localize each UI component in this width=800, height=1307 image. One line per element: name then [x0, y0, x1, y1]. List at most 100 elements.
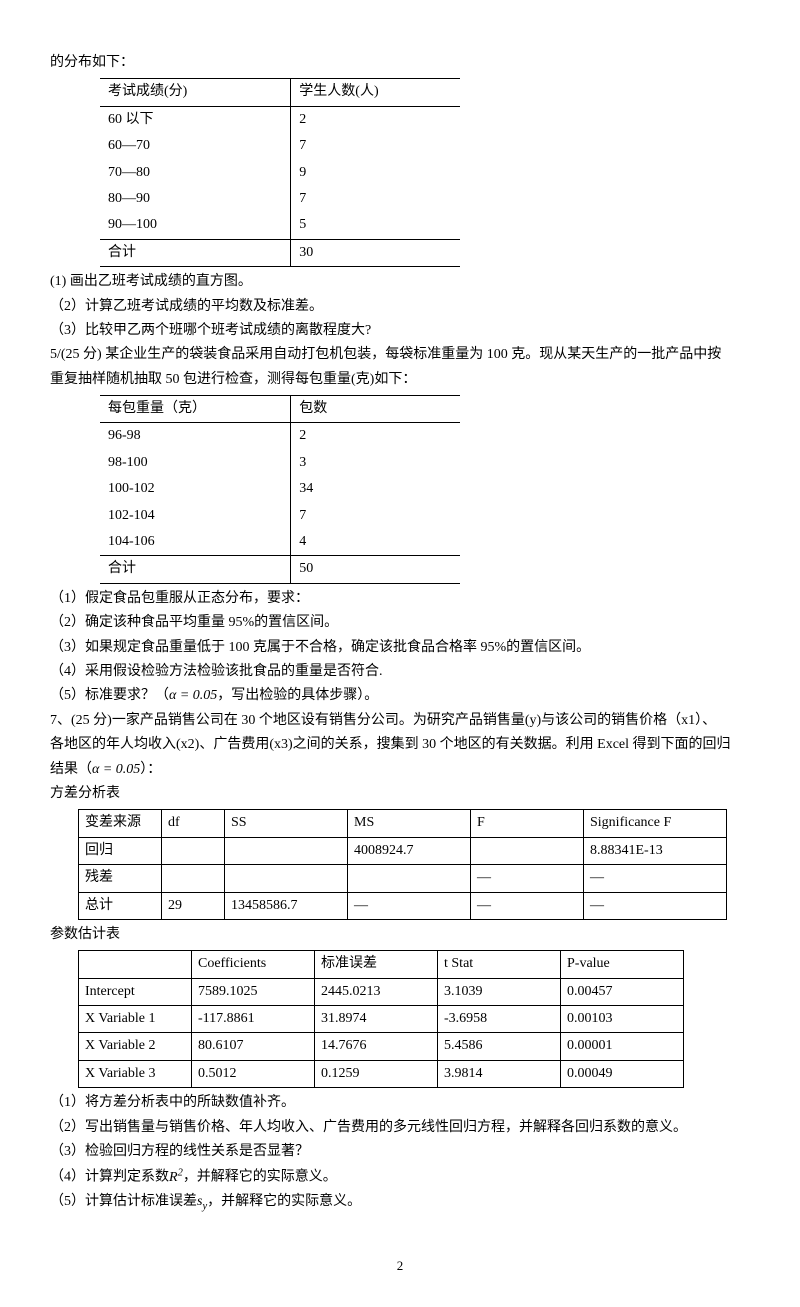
an-r2c0: 总计 — [79, 892, 162, 919]
an-r1c3 — [348, 865, 471, 892]
pm-r2c1: 80.6107 — [192, 1033, 315, 1060]
t2-r5c0: 合计 — [100, 556, 291, 583]
t1-r3c0: 80—90 — [100, 186, 291, 212]
an-h0: 变差来源 — [79, 810, 162, 837]
q7-2: （2）写出销售量与销售价格、年人均收入、广告费用的多元线性回归方程，并解释各回归… — [50, 1117, 750, 1139]
t1-r4c0: 90—100 — [100, 212, 291, 239]
pm-r0c2: 2445.0213 — [315, 978, 438, 1005]
q7-intro3: 结果（α = 0.05）： — [50, 759, 750, 781]
an-h1: df — [162, 810, 225, 837]
an-r1c2 — [225, 865, 348, 892]
an-r1c4: — — [471, 865, 584, 892]
pm-r1c0: X Variable 1 — [79, 1006, 192, 1033]
t2-r2c1: 34 — [291, 476, 460, 502]
q7-5a: （5）计算估计标准误差 — [50, 1194, 197, 1209]
pm-r0c4: 0.00457 — [561, 978, 684, 1005]
param-title: 参数估计表 — [50, 924, 750, 946]
pm-r0c3: 3.1039 — [438, 978, 561, 1005]
pm-h4: P-value — [561, 951, 684, 978]
q7-5b: ，并解释它的实际意义。 — [207, 1194, 361, 1209]
an-r1c1 — [162, 865, 225, 892]
t1-r5c0: 合计 — [100, 239, 291, 266]
q7-1: （1）将方差分析表中的所缺数值补齐。 — [50, 1092, 750, 1114]
t2-r2c0: 100-102 — [100, 476, 291, 502]
pm-r1c2: 31.8974 — [315, 1006, 438, 1033]
q1-2: （2）计算乙班考试成绩的平均数及标准差。 — [50, 296, 750, 318]
t2-r4c1: 4 — [291, 529, 460, 556]
q1-3: （3）比较甲乙两个班哪个班考试成绩的离散程度大? — [50, 320, 750, 342]
q5-5: （5）标准要求？（α = 0.05，写出检验的具体步骤）。 — [50, 685, 750, 707]
t2-r0c1: 2 — [291, 423, 460, 450]
pm-h3: t Stat — [438, 951, 561, 978]
t2-r3c1: 7 — [291, 503, 460, 529]
t2-r5c1: 50 — [291, 556, 460, 583]
t1-r5c1: 30 — [291, 239, 460, 266]
t2-r1c1: 3 — [291, 450, 460, 476]
t1-h0: 考试成绩(分) — [100, 79, 291, 106]
pm-r3c0: X Variable 3 — [79, 1060, 192, 1087]
an-r2c4: — — [471, 892, 584, 919]
t2-h0: 每包重量（克） — [100, 396, 291, 423]
t2-r4c0: 104-106 — [100, 529, 291, 556]
sy-symbol: sy — [197, 1194, 207, 1209]
pm-r0c0: Intercept — [79, 978, 192, 1005]
t1-r1c0: 60—70 — [100, 133, 291, 159]
t1-r2c1: 9 — [291, 160, 460, 186]
q5-5b: ，写出检验的具体步骤）。 — [217, 688, 378, 703]
pm-r3c1: 0.5012 — [192, 1060, 315, 1087]
pm-r3c3: 3.9814 — [438, 1060, 561, 1087]
t1-r2c0: 70—80 — [100, 160, 291, 186]
q7-intro2: 各地区的年人均收入(x2)、广告费用(x3)之间的关系，搜集到 30 个地区的有… — [50, 734, 750, 756]
q7-5: （5）计算估计标准误差sy，并解释它的实际意义。 — [50, 1191, 750, 1216]
pm-r2c3: 5.4586 — [438, 1033, 561, 1060]
q7-alpha: α = 0.05 — [92, 762, 140, 777]
q7-intro3a: 结果（ — [50, 762, 92, 777]
weight-table: 每包重量（克）包数 96-982 98-1003 100-10234 102-1… — [100, 395, 460, 584]
pm-r2c2: 14.7676 — [315, 1033, 438, 1060]
pm-r2c0: X Variable 2 — [79, 1033, 192, 1060]
pm-h1: Coefficients — [192, 951, 315, 978]
alpha-formula: α = 0.05 — [169, 688, 217, 703]
intro-text: 的分布如下： — [50, 52, 750, 74]
an-r0c0: 回归 — [79, 837, 162, 864]
r2-r: R — [169, 1170, 178, 1185]
an-h4: F — [471, 810, 584, 837]
an-r0c4 — [471, 837, 584, 864]
q5-intro1: 5/(25 分) 某企业生产的袋装食品采用自动打包机包装，每袋标准重量为 100… — [50, 344, 750, 366]
an-r2c1: 29 — [162, 892, 225, 919]
t2-r0c0: 96-98 — [100, 423, 291, 450]
param-table: Coefficients 标准误差 t Stat P-value Interce… — [78, 950, 684, 1088]
pm-r1c4: 0.00103 — [561, 1006, 684, 1033]
anova-title: 方差分析表 — [50, 783, 750, 805]
t2-r1c0: 98-100 — [100, 450, 291, 476]
t1-r0c0: 60 以下 — [100, 106, 291, 133]
t1-r1c1: 7 — [291, 133, 460, 159]
q5-intro2: 重复抽样随机抽取 50 包进行检查，测得每包重量(克)如下： — [50, 369, 750, 391]
t2-h1: 包数 — [291, 396, 460, 423]
an-h3: MS — [348, 810, 471, 837]
q5-5a: （5）标准要求？（ — [50, 688, 169, 703]
q5-4: （4）采用假设检验方法检验该批食品的重量是否符合. — [50, 661, 750, 683]
q5-3: （3）如果规定食品重量低于 100 克属于不合格，确定该批食品合格率 95%的置… — [50, 637, 750, 659]
anova-table: 变差来源 df SS MS F Significance F 回归 400892… — [78, 809, 727, 920]
an-r2c3: — — [348, 892, 471, 919]
q7-3: （3）检验回归方程的线性关系是否显著？ — [50, 1141, 750, 1163]
an-r0c5: 8.88341E-13 — [584, 837, 727, 864]
an-r1c5: — — [584, 865, 727, 892]
q5-1: （1）假定食品包重服从正态分布，要求： — [50, 588, 750, 610]
pm-h0 — [79, 951, 192, 978]
an-r2c5: — — [584, 892, 727, 919]
score-table: 考试成绩(分)学生人数(人) 60 以下2 60—707 70—809 80—9… — [100, 78, 460, 267]
pm-r1c3: -3.6958 — [438, 1006, 561, 1033]
an-h2: SS — [225, 810, 348, 837]
q5-2: （2）确定该种食品平均重量 95%的置信区间。 — [50, 612, 750, 634]
t2-r3c0: 102-104 — [100, 503, 291, 529]
pm-r2c4: 0.00001 — [561, 1033, 684, 1060]
an-r0c3: 4008924.7 — [348, 837, 471, 864]
t1-r4c1: 5 — [291, 212, 460, 239]
q7-4a: （4）计算判定系数 — [50, 1170, 169, 1185]
pm-r3c2: 0.1259 — [315, 1060, 438, 1087]
q7-intro3b: ）： — [140, 762, 161, 777]
an-r0c1 — [162, 837, 225, 864]
pm-r1c1: -117.8861 — [192, 1006, 315, 1033]
